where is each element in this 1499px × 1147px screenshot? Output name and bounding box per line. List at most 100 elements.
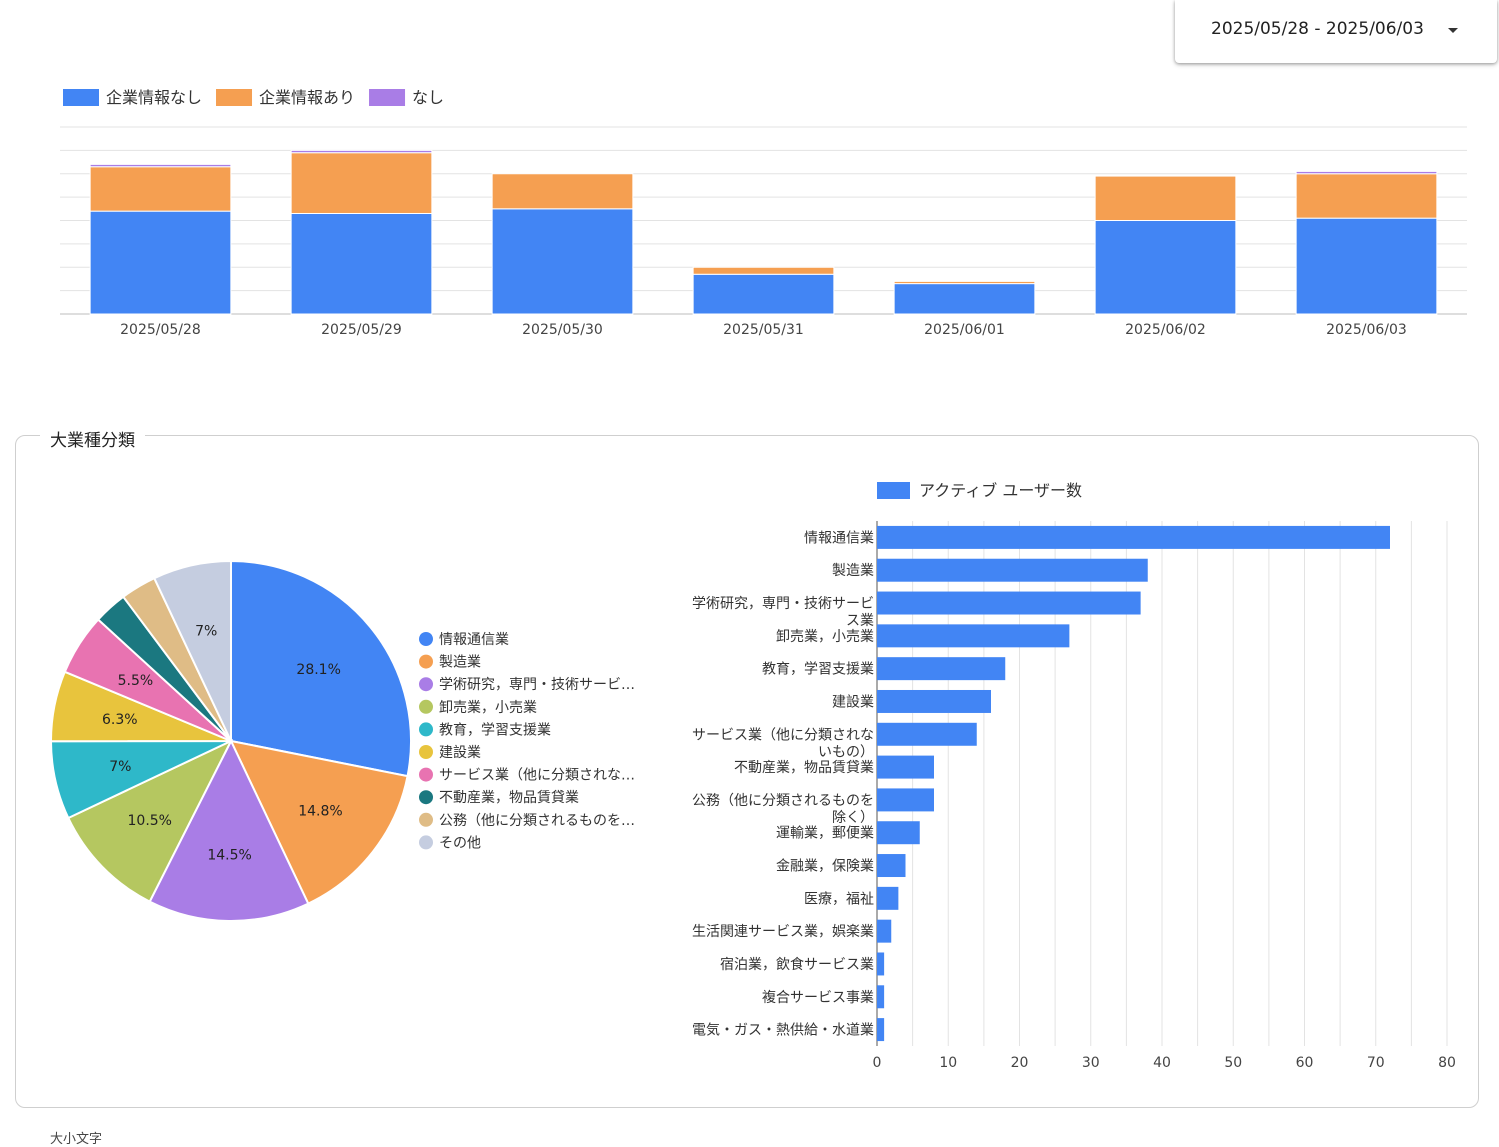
pie-legend-label-4: 卸売業，小売業 bbox=[439, 700, 537, 716]
pie-slice-3 bbox=[148, 738, 310, 922]
hbar-10 bbox=[877, 821, 920, 845]
industry-horizontal-bar-chart: アクティブ ユーザー数 0 10 20 30 40 50 60 70 80 情報通信業製造業学術研究… bbox=[692, 481, 1456, 1071]
x-tick-label: 2025/05/30 bbox=[522, 322, 603, 338]
hbar-8 bbox=[877, 755, 934, 779]
y-category-label: 卸売業，小売業 bbox=[776, 629, 874, 645]
legend-swatch-1 bbox=[63, 89, 99, 106]
pie-legend-marker-6 bbox=[419, 745, 433, 759]
y-category-label: 宿泊業，飲食サービス業 bbox=[720, 956, 874, 973]
x-tick-label: 60 bbox=[1296, 1055, 1314, 1071]
pie-slice-10 bbox=[152, 559, 232, 742]
hbar-16 bbox=[877, 1018, 885, 1042]
pie-slice-label-1: 28.1% bbox=[296, 662, 340, 678]
pie-legend-label-2: 製造業 bbox=[439, 655, 481, 671]
y-category-label: 医療，福祉 bbox=[804, 890, 874, 907]
x-tick-label: 2025/06/03 bbox=[1326, 322, 1407, 338]
bar-segment-1 bbox=[1295, 217, 1438, 315]
pie-legend-label-7: サービス業（他に分類されな… bbox=[439, 768, 635, 784]
pie-slice-4 bbox=[66, 738, 234, 903]
y-category-label: 金融業，保険業 bbox=[776, 859, 874, 875]
pie-slice-1 bbox=[230, 559, 412, 778]
y-category-label: 不動産業，物品賃貸業 bbox=[734, 760, 874, 776]
hbar-14 bbox=[877, 952, 885, 976]
pie-legend-marker-4 bbox=[419, 699, 433, 714]
pie-legend-marker-8 bbox=[419, 790, 433, 805]
x-tick-label: 2025/06/02 bbox=[1125, 322, 1206, 338]
next-section-title: 大小文字 bbox=[50, 1132, 103, 1147]
legend-swatch-3 bbox=[369, 89, 406, 106]
y-category-label: 除く） bbox=[832, 810, 874, 826]
y-category-label: ス業 bbox=[846, 613, 874, 629]
y-category-label: 建設業 bbox=[832, 694, 874, 710]
hbar-6 bbox=[877, 689, 991, 713]
bar-segment-2 bbox=[692, 266, 835, 275]
bar-segment-1 bbox=[692, 273, 835, 315]
bar-segment-3 bbox=[893, 280, 1036, 282]
pie-legend-label-9: 公務（他に分類されるものを… bbox=[439, 813, 635, 829]
y-category-label: 製造業 bbox=[832, 563, 874, 579]
hbar-legend-swatch bbox=[877, 482, 910, 499]
bar-segment-1 bbox=[89, 210, 232, 315]
legend-label-1: 企業情報なし bbox=[106, 88, 202, 107]
industry-pie-chart: 28.1% 14.8% 14.5% 10.5% 7% 6.3% 5.5% 7% 情報通信業製造業… bbox=[49, 559, 635, 922]
pie-slice-label-7: 5.5% bbox=[118, 673, 154, 689]
legend-swatch-2 bbox=[216, 89, 253, 106]
y-category-label: いもの） bbox=[818, 744, 874, 760]
y-category-label: 複合サービス事業 bbox=[762, 989, 874, 1006]
bar-segment-2 bbox=[89, 166, 232, 212]
y-category-label: 教育，学習支援業 bbox=[762, 662, 874, 678]
dropdown-caret-icon bbox=[1448, 28, 1458, 33]
section-title: 大業種分類 bbox=[40, 426, 145, 451]
pie-slice-label-5: 7% bbox=[109, 759, 131, 775]
x-tick-label: 10 bbox=[939, 1055, 957, 1071]
legend-label-3: なし bbox=[412, 88, 444, 107]
pie-slice-label-10: 7% bbox=[195, 623, 217, 639]
bar-segment-3 bbox=[1295, 170, 1438, 175]
pie-legend-label-3: 学術研究，専門・技術サービ… bbox=[439, 677, 635, 693]
bar-segment-1 bbox=[893, 283, 1036, 315]
x-tick-label: 2025/05/31 bbox=[723, 322, 804, 338]
date-range-picker[interactable]: 2025/05/28 - 2025/06/03 bbox=[1175, 0, 1497, 63]
x-tick-label: 2025/05/29 bbox=[321, 322, 402, 338]
bar-segment-2 bbox=[1094, 175, 1237, 221]
bar-segment-1 bbox=[1094, 220, 1237, 315]
stacked-bar-chart: 企業情報なし 企業情報あり なし 2025/05/28 2025/05/29 2025/0… bbox=[60, 88, 1467, 338]
bar-segment-1 bbox=[491, 208, 634, 315]
bar-segment-2 bbox=[491, 173, 634, 210]
y-category-label: 情報通信業 bbox=[804, 530, 874, 546]
pie-legend-marker-10 bbox=[419, 835, 433, 850]
hbar-7 bbox=[877, 722, 977, 746]
hbar-15 bbox=[877, 985, 885, 1009]
y-category-label: 運輸業，郵便業 bbox=[776, 826, 874, 842]
x-tick-label: 2025/06/01 bbox=[924, 322, 1005, 338]
pie-legend-label-6: 建設業 bbox=[439, 745, 481, 761]
hbar-1 bbox=[877, 525, 1390, 549]
bar-segment-3 bbox=[290, 149, 433, 154]
y-category-label: 学術研究，専門・技術サービ bbox=[692, 596, 874, 612]
x-tick-label: 80 bbox=[1438, 1055, 1456, 1071]
hbar-3 bbox=[877, 591, 1141, 615]
pie-legend-marker-5 bbox=[419, 722, 433, 737]
hbar-4 bbox=[877, 624, 1070, 648]
pie-legend-marker-7 bbox=[419, 767, 433, 782]
bar-segment-3 bbox=[89, 163, 232, 168]
hbar-5 bbox=[877, 657, 1006, 681]
y-category-label: 電気・ガス・熱供給・水道業 bbox=[692, 1023, 874, 1039]
y-category-label: サービス業（他に分類されな bbox=[692, 727, 874, 743]
pie-legend-label-10: その他 bbox=[439, 835, 481, 851]
pie-legend-label-1: 情報通信業 bbox=[439, 632, 509, 648]
pie-legend-marker-3 bbox=[419, 677, 433, 692]
hbar-legend-label: アクティブ ユーザー数 bbox=[919, 481, 1082, 500]
pie-legend-marker-1 bbox=[419, 632, 433, 646]
hbar-2 bbox=[877, 558, 1148, 582]
hbar-11 bbox=[877, 854, 906, 878]
x-tick-label: 20 bbox=[1011, 1055, 1029, 1071]
x-tick-label: 0 bbox=[873, 1055, 882, 1071]
x-tick-label: 50 bbox=[1224, 1055, 1242, 1071]
bar-segment-2 bbox=[290, 152, 433, 214]
pie-legend-label-5: 教育，学習支援業 bbox=[439, 722, 551, 738]
pie-legend-label-8: 不動産業，物品賃貸業 bbox=[439, 790, 579, 806]
x-tick-label: 40 bbox=[1153, 1055, 1171, 1071]
hbar-13 bbox=[877, 919, 892, 943]
x-tick-label: 70 bbox=[1367, 1055, 1385, 1071]
